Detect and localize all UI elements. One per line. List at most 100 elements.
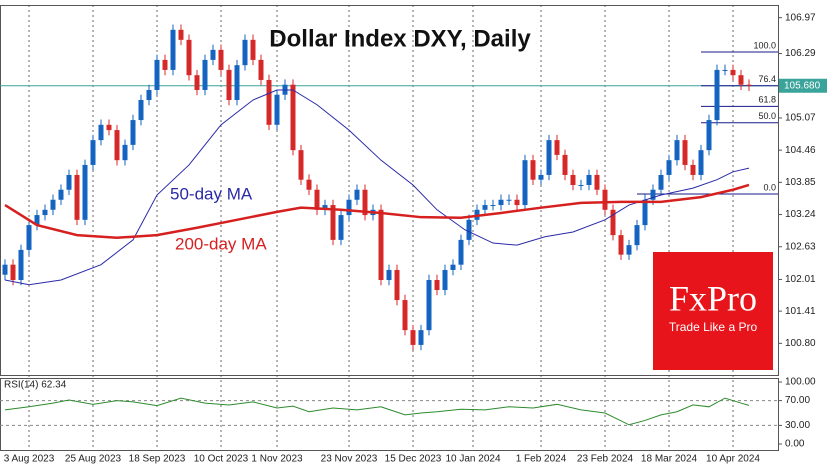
- candle-body: [122, 144, 128, 161]
- rsi-line: [4, 397, 750, 426]
- x-tick-label: 25 Aug 2023: [65, 454, 122, 465]
- candle-body: [338, 215, 344, 240]
- brand-name: FxPro: [669, 278, 757, 318]
- candle-body: [618, 235, 624, 255]
- candle-body: [746, 84, 752, 86]
- rsi-tick-label: 70.00: [785, 395, 810, 406]
- candle-body: [602, 189, 608, 210]
- candle-body: [298, 150, 304, 180]
- candle-body: [634, 225, 640, 246]
- y-tick-label: 104.46: [785, 145, 816, 156]
- candle-body: [170, 29, 176, 70]
- y-tick-label: 105.07: [785, 113, 816, 124]
- candle-body: [202, 59, 208, 90]
- price-panel-frame: [0, 5, 779, 376]
- rsi-tick-label: 100.00: [785, 377, 816, 388]
- candle-body: [730, 69, 736, 76]
- candle-body: [514, 199, 520, 206]
- candle-body: [242, 39, 248, 66]
- last-price-box: [779, 78, 827, 93]
- candle-body: [434, 279, 440, 291]
- candle-body: [418, 330, 424, 345]
- candle-body: [706, 120, 712, 151]
- last-price-label: 105.680: [784, 80, 821, 91]
- grid: 100.80 101.41 102.01 102.63 103.24 103.85 104.…: [0, 5, 827, 465]
- candle-body: [210, 49, 216, 60]
- candle-body: [562, 154, 568, 175]
- candle-body: [626, 245, 632, 255]
- fib-label: 76.4: [758, 74, 776, 84]
- candle-body: [218, 49, 224, 70]
- candle-body: [426, 279, 432, 331]
- brand-box: [653, 252, 773, 370]
- candle-body: [378, 209, 384, 280]
- candle-body: [578, 184, 584, 186]
- brand-tagline: Trade Like a Pro: [669, 320, 758, 334]
- candle-body: [90, 140, 96, 165]
- candle-body: [346, 199, 352, 216]
- marks: 100.0 76.4 61.8 50.0 0.0 FxPro Trade Like a Pr…: [2, 24, 778, 426]
- candle-body: [394, 269, 400, 301]
- moving-average-line: [4, 183, 750, 240]
- candle-body: [106, 124, 112, 131]
- candle-body: [498, 199, 504, 206]
- candle-body: [330, 205, 336, 240]
- candle-body: [642, 199, 648, 226]
- candle-body: [74, 174, 80, 220]
- candle-body: [234, 65, 240, 101]
- x-tick-label: 18 Mar 2024: [641, 454, 698, 465]
- rsi-label: RSI(14) 62.34: [4, 380, 67, 391]
- candle-body: [386, 269, 392, 280]
- candle-body: [738, 75, 744, 85]
- fib-label: 0.0: [763, 182, 776, 192]
- candle-body: [26, 225, 32, 250]
- candle-body: [506, 199, 512, 201]
- candle-body: [186, 39, 192, 76]
- candle-body: [362, 189, 368, 216]
- x-tick-label: 23 Feb 2024: [577, 454, 634, 465]
- candle-body: [354, 189, 360, 200]
- candle-body: [594, 174, 600, 190]
- fib-label: 61.8: [758, 95, 776, 105]
- candle-body: [682, 140, 688, 165]
- candle-body: [722, 69, 728, 71]
- candle-body: [482, 205, 488, 210]
- y-tick-label: 103.24: [785, 209, 816, 220]
- candle-body: [450, 264, 456, 270]
- candle-body: [314, 189, 320, 210]
- candle-body: [674, 140, 680, 161]
- x-tick-label: 10 Jan 2024: [445, 454, 500, 465]
- candle-body: [42, 209, 48, 216]
- rsi-tick-label: 0.00: [785, 439, 805, 450]
- candle-body: [546, 140, 552, 175]
- rsi-tick-label: 30.00: [785, 420, 810, 431]
- x-tick-label: 1 Feb 2024: [516, 454, 567, 465]
- y-tick-label: 106.29: [785, 48, 816, 59]
- candle-body: [690, 164, 696, 175]
- candle-body: [538, 174, 544, 180]
- candle-body: [530, 160, 536, 180]
- candle-body: [50, 199, 56, 210]
- candle-body: [34, 215, 40, 226]
- candle-body: [458, 239, 464, 265]
- candle-body: [130, 120, 136, 145]
- candle-body: [138, 100, 144, 121]
- candle-body: [162, 59, 168, 70]
- candle-body: [402, 300, 408, 331]
- chart-title: Dollar Index DXY, Daily: [269, 25, 531, 52]
- candle-body: [466, 219, 472, 240]
- candle-body: [2, 264, 8, 275]
- candle-body: [58, 189, 64, 200]
- candle-body: [146, 89, 152, 101]
- rsi-panel-frame: [0, 378, 779, 451]
- fib-label: 100.0: [753, 40, 776, 50]
- fib-label: 50.0: [758, 111, 776, 121]
- candle-body: [698, 150, 704, 175]
- y-tick-label: 100.80: [785, 338, 816, 349]
- y-tick-label: 106.97: [785, 12, 816, 23]
- candle-body: [306, 179, 312, 190]
- candle-body: [114, 130, 120, 161]
- moving-average-label: 50-day MA: [170, 184, 253, 203]
